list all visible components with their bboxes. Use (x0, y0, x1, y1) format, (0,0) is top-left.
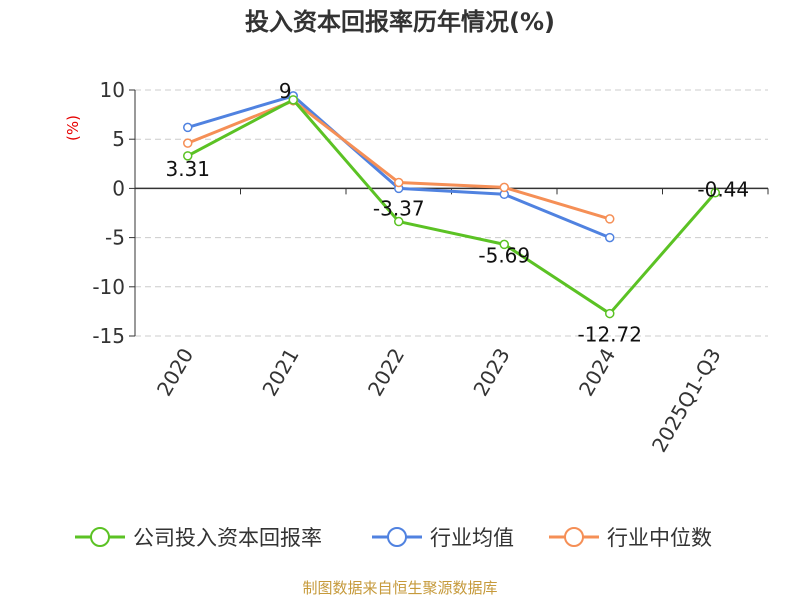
x-tick-label: 2023 (468, 344, 514, 400)
legend-marker (387, 527, 407, 547)
legend-label: 公司投入资本回报率 (133, 526, 322, 550)
series-line (187, 98, 717, 316)
y-tick-label: 10 (100, 78, 125, 102)
x-tick-label: 2024 (574, 344, 620, 400)
y-tick-label: 0 (112, 176, 125, 200)
legend-marker (90, 527, 110, 547)
y-tick-label: -10 (92, 275, 125, 299)
data-label: -3.37 (373, 197, 425, 221)
data-labels: 3.31 9 -3.37 -5.69 -12.72 -0.44 (165, 79, 749, 347)
axes: 10 5 0 -5 -10 -15 2020 2021 2022 2023 2024 2025Q1-Q… (92, 78, 769, 456)
data-label: -5.69 (478, 243, 530, 267)
data-point (499, 239, 509, 250)
x-tick-label: 2020 (152, 344, 198, 400)
x-tick-label: 2025Q1-Q3 (647, 344, 726, 456)
source-note: 制图数据来自恒生聚源数据库 (302, 579, 497, 597)
data-label: 3.31 (165, 157, 210, 181)
data-point (605, 232, 615, 243)
y-tick-label: -15 (92, 324, 125, 348)
data-label: 9 (279, 79, 292, 103)
legend: 公司投入资本回报率 行业均值 行业中位数 (75, 526, 712, 550)
data-point (605, 214, 615, 224)
data-point (499, 182, 509, 193)
data-point (183, 151, 193, 161)
data-point (183, 122, 193, 133)
data-point (394, 216, 404, 227)
legend-label: 行业中位数 (607, 526, 712, 550)
data-point (288, 95, 298, 105)
legend-marker (564, 527, 584, 547)
y-tick-label: -5 (105, 226, 125, 250)
series-lines (183, 91, 720, 319)
x-tick-label: 2021 (257, 344, 303, 400)
data-point (183, 138, 193, 148)
data-label: -12.72 (578, 323, 642, 347)
x-tick-label: 2022 (363, 344, 409, 400)
data-point (605, 308, 615, 319)
data-label: -0.44 (697, 178, 749, 202)
y-axis-unit: (%) (64, 115, 82, 141)
legend-label: 行业均值 (430, 526, 514, 550)
chart-title: 投入资本回报率历年情况(%) (245, 8, 555, 36)
data-point (394, 177, 404, 188)
grid (135, 89, 768, 337)
y-tick-label: 5 (112, 127, 125, 151)
data-point (710, 187, 720, 198)
